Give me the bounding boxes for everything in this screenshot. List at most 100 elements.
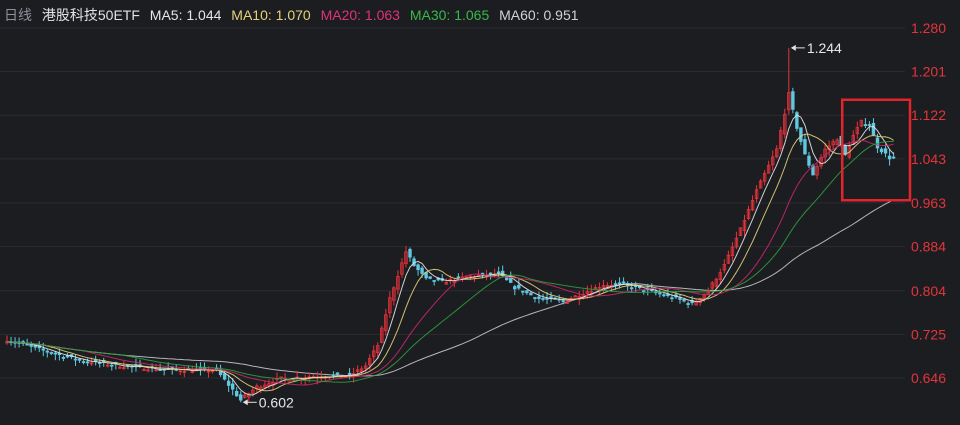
candle-body (347, 372, 352, 375)
candle-body (230, 383, 235, 390)
candle-body (118, 366, 122, 369)
candle-body (263, 384, 267, 388)
y-tick-label: 1.122 (911, 107, 946, 123)
candle-body (605, 284, 610, 287)
candle-body (521, 290, 525, 293)
candle-body (831, 141, 835, 146)
candle-body (601, 285, 606, 289)
candle-body (239, 394, 243, 401)
y-tick-label: 1.201 (911, 64, 946, 80)
ma20-value: MA20: 1.063 (320, 7, 400, 23)
candle-body (355, 369, 360, 372)
candle-body (178, 370, 182, 373)
candle-body (787, 92, 791, 111)
ma30-line (6, 141, 894, 383)
candle-body (859, 119, 864, 127)
low-label: 0.602 (259, 394, 294, 410)
candle-body (682, 299, 686, 302)
candle-body (887, 155, 892, 160)
candle-body (642, 290, 646, 293)
candle-body (500, 270, 505, 277)
candle-body (392, 287, 396, 301)
candle-body (791, 91, 795, 110)
candle-body (525, 290, 529, 294)
candle-body (73, 358, 78, 361)
candle-body (775, 148, 779, 158)
candle-body (29, 344, 33, 347)
candle-body (49, 352, 54, 354)
y-tick-label: 0.646 (911, 370, 946, 386)
candle-body (380, 327, 384, 343)
annotations: 1.244 0.602 (242, 40, 912, 410)
candle-body (565, 300, 569, 304)
candle-body (206, 370, 211, 373)
candle-body (529, 292, 533, 296)
candle-body (259, 386, 263, 391)
high-label: 1.244 (807, 40, 842, 56)
candle-body (41, 348, 45, 351)
y-tick-label: 1.280 (911, 20, 946, 36)
candle-body (734, 237, 739, 248)
candle-body (815, 166, 819, 176)
candle-body (396, 276, 400, 290)
candle-body (541, 298, 545, 300)
candle-body (408, 248, 412, 258)
candle-body (799, 127, 803, 142)
candle-body (855, 127, 860, 135)
y-tick-label: 0.804 (911, 283, 946, 299)
candle-body (883, 148, 888, 154)
candle-body (847, 146, 851, 158)
candle-body (795, 112, 799, 129)
candle-body (863, 124, 868, 126)
ma60-value: MA60: 0.951 (499, 7, 579, 23)
candle-body (742, 220, 747, 232)
candle-body (561, 300, 565, 302)
candle-body (771, 156, 775, 166)
candle-body (670, 297, 674, 300)
ma10-value: MA10: 1.070 (231, 7, 311, 23)
candle-body (335, 372, 340, 375)
candle-body (706, 290, 710, 295)
candle-body (400, 262, 404, 275)
candle-body (593, 287, 598, 290)
candle-body (517, 284, 521, 289)
candle-body (783, 113, 787, 135)
candle-body (891, 156, 896, 159)
candle-body (251, 389, 255, 394)
candle-body (89, 362, 94, 365)
highlight-box (840, 98, 912, 202)
candle-body (823, 148, 827, 158)
candle-body (758, 180, 763, 189)
candle-body (468, 275, 473, 278)
candle-body (279, 376, 283, 379)
candle-body (53, 352, 58, 355)
moving-average-lines (6, 114, 894, 396)
candle-body (509, 277, 513, 283)
y-axis: 1.280 1.201 1.122 1.043 0.963 0.884 0.804 0.725… (911, 20, 946, 386)
candle-body (819, 157, 823, 167)
candle-body (533, 297, 537, 299)
candle-body (714, 278, 718, 287)
grid-lines (0, 27, 905, 379)
ma60-line (6, 199, 894, 377)
chart-header: 日线 港股科技50ETF MA5: 1.044 MA10: 1.070 MA20… (4, 5, 585, 25)
candle-body (629, 287, 634, 290)
ma10-line (6, 133, 894, 392)
candle-body (331, 374, 336, 377)
candle-body (57, 352, 62, 356)
candle-body (843, 145, 847, 155)
candle-body (122, 367, 126, 370)
candle-body (807, 155, 811, 166)
candle-body (730, 246, 735, 257)
y-tick-label: 0.725 (911, 326, 946, 342)
candle-body (267, 383, 271, 387)
candle-body (226, 380, 231, 386)
candle-body (106, 364, 110, 367)
candle-body (432, 280, 436, 282)
candle-body (718, 272, 723, 280)
candle-body (61, 357, 66, 359)
candle-body (613, 283, 618, 286)
candle-body (573, 295, 577, 298)
candle-body (372, 350, 376, 358)
